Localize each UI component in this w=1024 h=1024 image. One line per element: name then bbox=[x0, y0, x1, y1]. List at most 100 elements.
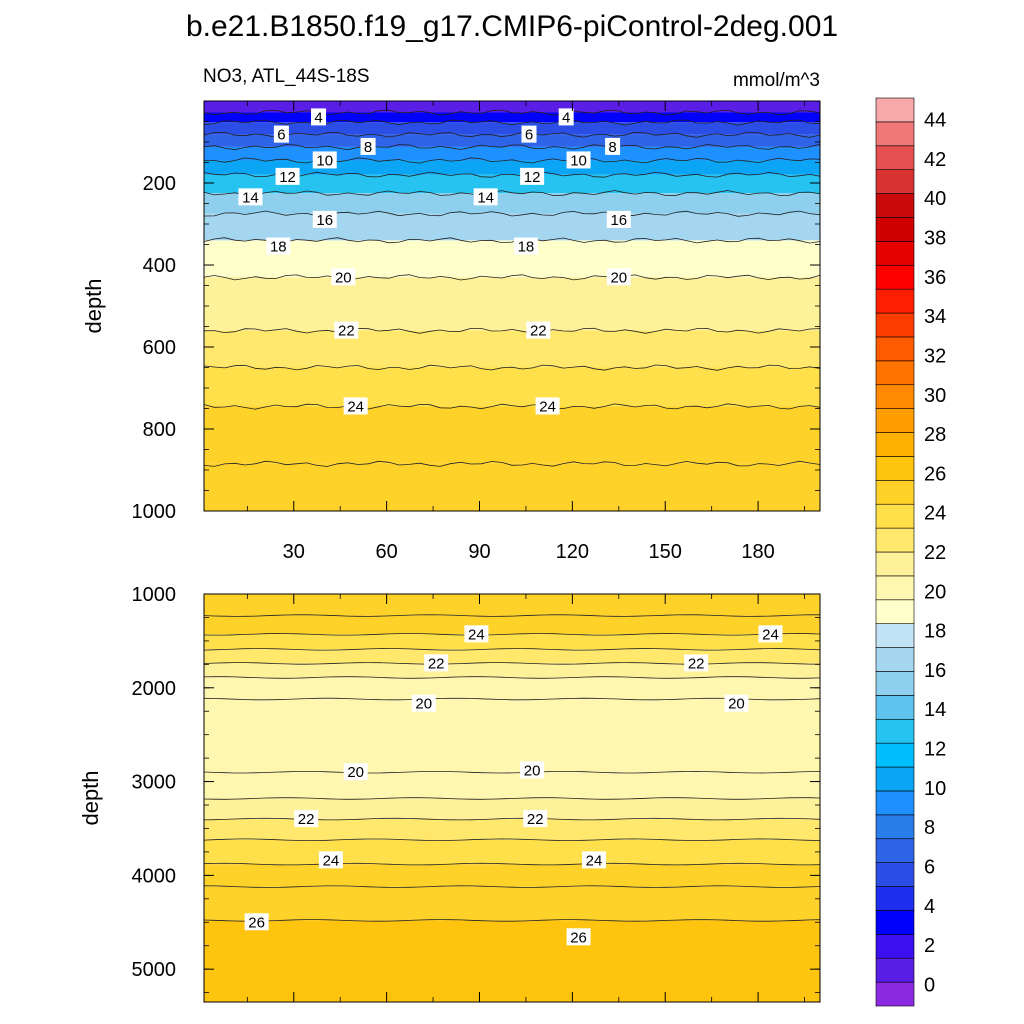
upper-filled-contours bbox=[204, 101, 820, 511]
colorbar-swatch bbox=[875, 264, 915, 290]
colorbar-swatch bbox=[875, 886, 915, 911]
contour-label-text: 12 bbox=[524, 169, 541, 186]
colorbar-tick-label: 0 bbox=[924, 974, 935, 996]
colorbar-tick-label: 24 bbox=[924, 503, 946, 525]
contour-label: 18 bbox=[513, 237, 538, 256]
contour-label: 22 bbox=[526, 321, 551, 340]
lower-contour-labels: 24 24 22 22 20 20 20 20 22 22 24 24 26 26 bbox=[244, 625, 783, 946]
colorbar-tick-label: 10 bbox=[924, 778, 946, 800]
colorbar-tick-label: 8 bbox=[924, 817, 935, 839]
contour-label: 24 bbox=[343, 397, 368, 415]
contour-label-box bbox=[411, 694, 436, 712]
contour-label: 22 bbox=[334, 321, 359, 340]
colorbar-swatch bbox=[875, 695, 915, 720]
contour-line bbox=[203, 633, 821, 636]
colorbar-swatch bbox=[875, 742, 915, 768]
contour-label-text: 18 bbox=[270, 239, 287, 256]
colorbar-swatch bbox=[875, 121, 915, 147]
contour-label-box bbox=[275, 167, 300, 185]
contour-band bbox=[204, 886, 820, 921]
x-tick-label: 180 bbox=[741, 541, 774, 563]
contour-line bbox=[203, 109, 821, 116]
upper-y-axis-label: depth bbox=[81, 278, 106, 333]
contour-band bbox=[204, 864, 820, 887]
colorbar-tick-label: 6 bbox=[924, 856, 935, 878]
contour-label-text: 24 bbox=[586, 852, 603, 869]
contour-label: 20 bbox=[343, 763, 368, 781]
contour-label: 6 bbox=[273, 125, 289, 144]
colorbar-swatch bbox=[875, 360, 915, 386]
contour-label-text: 26 bbox=[248, 914, 265, 931]
colorbar-swatch bbox=[875, 193, 915, 218]
upper-panel: NO3, ATL_44S-18S mmol/m^3 4 4 6 6 8 8 10 10 12 12… bbox=[81, 66, 821, 563]
colorbar-tick-label: 30 bbox=[924, 385, 946, 407]
contour-label-text: 6 bbox=[277, 127, 285, 144]
contour-line bbox=[203, 143, 821, 151]
colorbar-tick-label: 14 bbox=[924, 699, 946, 721]
contour-label: 20 bbox=[411, 694, 436, 713]
y-tick-label: 200 bbox=[143, 173, 176, 195]
contour-label-box bbox=[566, 151, 591, 169]
colorbar-swatch bbox=[875, 814, 915, 840]
contour-label: 14 bbox=[238, 188, 263, 206]
colorbar-swatch bbox=[875, 934, 915, 959]
colorbar-tick-label: 34 bbox=[924, 306, 946, 328]
contour-label-box bbox=[334, 321, 359, 339]
contour-label-box bbox=[294, 810, 319, 828]
x-tick-label: 60 bbox=[376, 541, 398, 563]
contour-line bbox=[203, 614, 820, 617]
y-tick-label: 4000 bbox=[132, 865, 177, 887]
contour-band bbox=[204, 330, 820, 368]
colorbar-swatch bbox=[875, 575, 915, 601]
lower-contour-lines bbox=[203, 614, 821, 922]
contour-line bbox=[203, 157, 821, 164]
contour-band bbox=[204, 160, 820, 175]
contour-band bbox=[204, 240, 820, 278]
colorbar-swatch bbox=[875, 671, 915, 696]
contour-label: 8 bbox=[360, 137, 376, 156]
contour-band bbox=[204, 122, 820, 135]
colorbar-swatch bbox=[875, 766, 915, 792]
colorbar-tick-label: 4 bbox=[924, 896, 935, 918]
contour-label: 16 bbox=[606, 210, 631, 229]
contour-band bbox=[204, 112, 820, 123]
colorbar-swatch bbox=[875, 718, 915, 744]
contour-line bbox=[203, 327, 821, 334]
contour-label-box bbox=[343, 397, 368, 415]
contour-label-box bbox=[606, 210, 631, 228]
contour-label: 24 bbox=[464, 625, 489, 643]
contour-label-text: 22 bbox=[688, 655, 705, 672]
contour-label-text: 14 bbox=[477, 189, 494, 206]
contour-label: 12 bbox=[275, 167, 300, 186]
contour-band bbox=[204, 634, 820, 650]
contour-label-text: 10 bbox=[570, 152, 587, 169]
contour-line bbox=[203, 460, 821, 467]
contour-line bbox=[203, 403, 821, 410]
contour-label-box bbox=[520, 167, 545, 185]
contour-label: 12 bbox=[520, 167, 545, 186]
contour-label-text: 22 bbox=[338, 323, 355, 340]
contour-label-text: 16 bbox=[316, 212, 333, 229]
contour-label-text: 20 bbox=[728, 696, 745, 713]
contour-label: 4 bbox=[311, 108, 327, 126]
contour-label: 22 bbox=[684, 654, 709, 672]
contour-label-box bbox=[724, 694, 749, 712]
y-tick-label: 1000 bbox=[132, 584, 177, 606]
contour-label: 10 bbox=[312, 151, 337, 169]
contour-label-text: 18 bbox=[518, 239, 535, 256]
contour-label-text: 4 bbox=[562, 109, 570, 126]
contour-band bbox=[204, 101, 820, 113]
contour-label-text: 22 bbox=[527, 811, 544, 828]
colorbar-swatch bbox=[875, 145, 915, 170]
contour-label: 22 bbox=[424, 654, 449, 672]
colorbar-swatch bbox=[875, 957, 915, 983]
colorbar-tick-label: 28 bbox=[924, 424, 946, 446]
contour-label-box bbox=[473, 188, 498, 206]
contour-line bbox=[203, 648, 821, 651]
colorbar-swatch bbox=[875, 790, 915, 816]
colorbar-swatch bbox=[875, 169, 915, 194]
contour-label-box bbox=[311, 108, 327, 126]
contour-label-text: 22 bbox=[530, 323, 547, 340]
contour-label-box bbox=[318, 851, 343, 869]
colorbar-swatch bbox=[875, 288, 915, 314]
